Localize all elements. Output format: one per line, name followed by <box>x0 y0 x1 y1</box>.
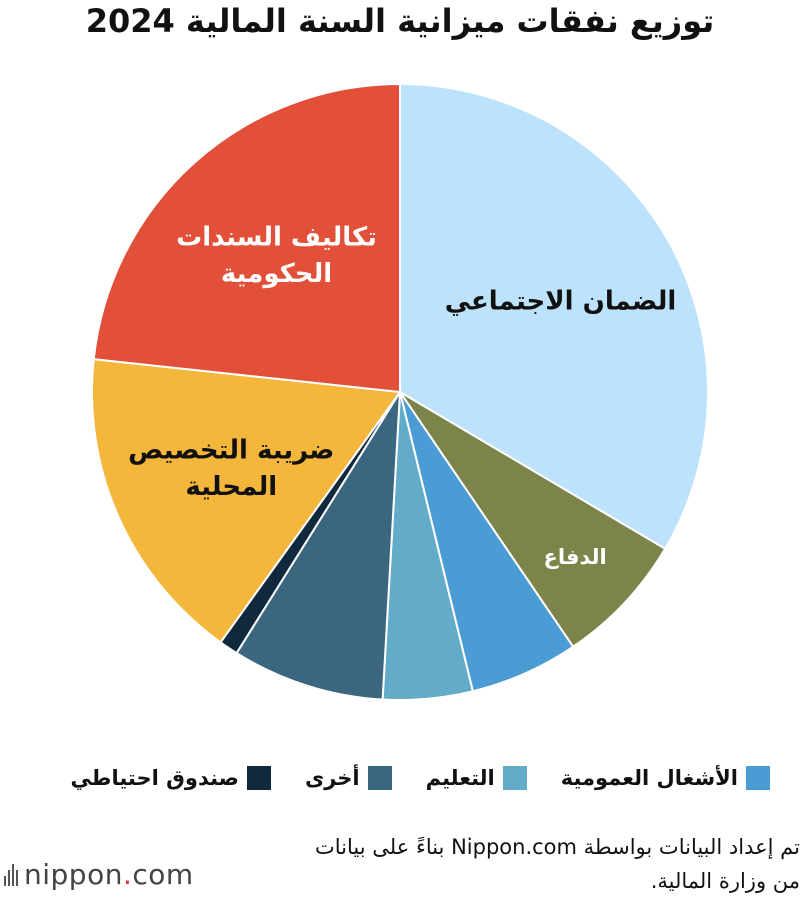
source-line-2: من وزارة المالية. <box>650 869 800 893</box>
logo-text: nippon.com <box>24 857 194 891</box>
legend-label-2: أخرى <box>304 766 360 790</box>
pie-slice-1 <box>399 391 667 649</box>
legend: الأشغال العمومية التعليم أخرى صندوق احتياطي <box>30 760 770 796</box>
slice-label-6: ضريبة التخصيص المحلية <box>128 435 334 501</box>
legend-swatch-3 <box>246 766 271 790</box>
nippon-logo: nippon.com <box>4 856 194 892</box>
slice-label-7: تكاليف السندات الحكومية <box>176 222 377 288</box>
pie-slice-6 <box>91 358 402 644</box>
pie-chart: الضمان الاجتماعي الدفاع ضريبة التخصيص المحل… <box>91 82 709 701</box>
pie-slice-0 <box>399 82 709 551</box>
legend-label-3: صندوق احتياطي <box>70 766 239 790</box>
slice-label-0: الضمان الاجتماعي <box>445 287 677 317</box>
legend-swatch-1 <box>502 766 527 790</box>
logo-bars-icon <box>4 862 18 886</box>
legend-item-3: صندوق احتياطي <box>70 766 271 790</box>
source-note: تم إعداد البيانات بواسطة Nippon.com بناء… <box>240 830 800 898</box>
legend-swatch-2 <box>367 766 392 790</box>
slice-label-1: الدفاع <box>543 545 606 569</box>
legend-item-0: الأشغال العمومية <box>561 766 770 790</box>
legend-item-2: أخرى <box>305 766 392 790</box>
legend-label-1: التعليم <box>425 766 495 790</box>
legend-label-0: الأشغال العمومية <box>560 766 738 790</box>
pie-slice-4 <box>235 391 401 701</box>
chart-title: توزيع نفقات ميزانية السنة المالية 2024 <box>85 2 715 40</box>
source-line-1: تم إعداد البيانات بواسطة Nippon.com بناء… <box>315 835 800 859</box>
legend-item-1: التعليم <box>426 766 527 790</box>
legend-swatch-0 <box>746 766 770 790</box>
pie-slice-7 <box>92 82 401 394</box>
